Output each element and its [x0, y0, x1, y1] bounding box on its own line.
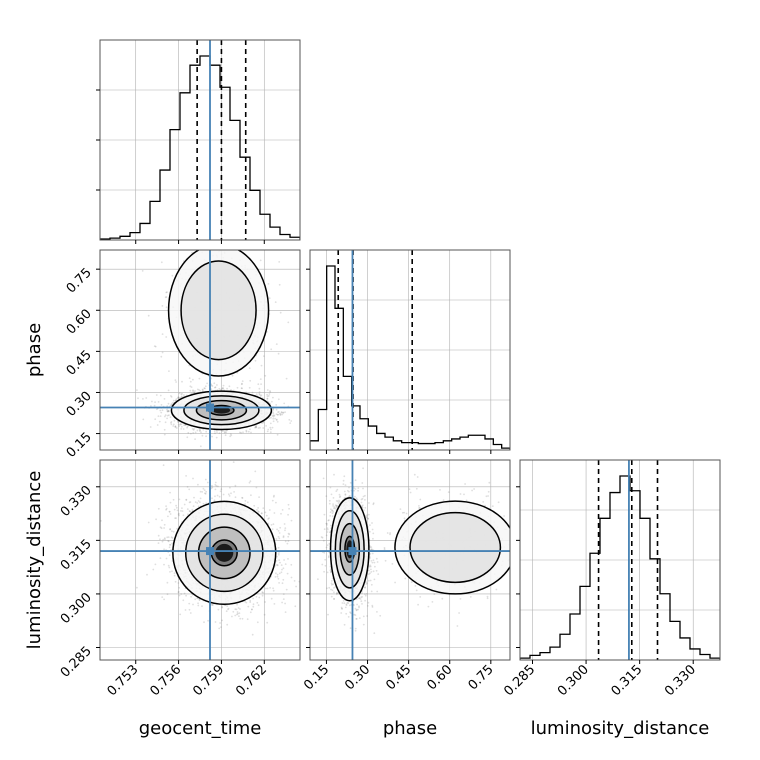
- panel-phase-vs-geocent-time: 0.15 0.30 0.45 0.60 0.75: [64, 249, 301, 461]
- tick-label-x: 0.60: [424, 662, 455, 693]
- tick-label-y: 0.285: [58, 644, 95, 681]
- contour-line: [180, 260, 257, 361]
- contour-line: [409, 511, 502, 584]
- tick-label-y: 0.30: [64, 389, 95, 420]
- truth-marker: [206, 403, 214, 412]
- tick-label-x: 0.762: [233, 662, 270, 699]
- truth-marker: [348, 547, 357, 556]
- histogram-luminosity-distance: [520, 475, 720, 660]
- tick-label-x: 0.300: [555, 662, 592, 699]
- density-core: [215, 543, 234, 562]
- tick-label-x: 0.753: [105, 662, 142, 699]
- hist-phase: [306, 249, 511, 454]
- tick-label-x: 0.315: [609, 662, 646, 699]
- axes-frame: [99, 459, 301, 661]
- hist-geocent-time: [96, 39, 301, 244]
- tick-label-x: 0.45: [383, 662, 414, 693]
- ylabel-luminosity-distance: luminosity_distance: [24, 471, 45, 650]
- tick-label-x: 0.15: [301, 662, 332, 693]
- axes-frame: [99, 249, 301, 451]
- tick-label-y: 0.330: [58, 483, 95, 520]
- tick-label-y: 0.300: [58, 590, 95, 627]
- tick-label-y: 0.45: [64, 348, 95, 379]
- histogram-geocent-time: [100, 55, 300, 240]
- tick-label-x: 0.285: [501, 662, 538, 699]
- tick-label-x: 0.756: [147, 662, 184, 699]
- axes-frame: [309, 249, 511, 451]
- axes-frame: [309, 459, 511, 661]
- axes-frame: [519, 459, 721, 661]
- xlabel-luminosity-distance: luminosity_distance: [531, 718, 710, 739]
- panel-luminosity-distance-vs-phase: 0.15 0.30 0.45 0.60 0.75: [301, 459, 511, 693]
- xlabel-phase: phase: [383, 718, 437, 739]
- tick-label-x: 0.75: [466, 662, 497, 693]
- tick-label-y: 0.15: [64, 430, 95, 461]
- truth-marker: [206, 547, 214, 556]
- tick-label-x: 0.759: [190, 662, 227, 699]
- tick-label-y: 0.315: [58, 537, 95, 574]
- xlabel-geocent-time: geocent_time: [139, 718, 262, 739]
- hist-luminosity-distance: 0.285 0.300 0.315 0.330: [501, 459, 721, 699]
- tick-label-x: 0.330: [662, 662, 699, 699]
- tick-label-y: 0.75: [64, 265, 95, 296]
- tick-label-x: 0.30: [342, 662, 373, 693]
- panel-luminosity-distance-vs-geocent-time: 0.753 0.756 0.759 0.762 0.285 0.300 0.315 0.330: [58, 459, 301, 699]
- density-core: [212, 406, 231, 414]
- ylabel-phase: phase: [24, 323, 45, 377]
- tick-label-y: 0.60: [64, 306, 95, 337]
- histogram-phase: [310, 265, 510, 450]
